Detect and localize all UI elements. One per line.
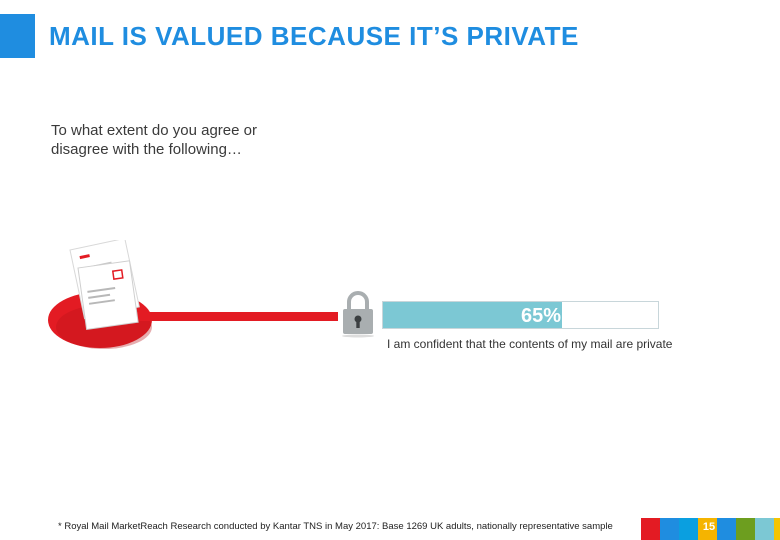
page-title: MAIL IS VALUED BECAUSE IT’S PRIVATE xyxy=(49,20,579,51)
source-footnote: * Royal Mail MarketReach Research conduc… xyxy=(58,521,613,532)
agreement-bar: 65% xyxy=(382,301,659,329)
footer-swatch xyxy=(736,518,755,540)
title-panel: MAIL IS VALUED BECAUSE IT’S PRIVATE xyxy=(35,14,684,58)
mail-illustration-icon xyxy=(48,240,338,349)
footer-swatch xyxy=(698,518,717,540)
page-number: 15 xyxy=(702,521,716,533)
footer-color-strip xyxy=(641,518,780,540)
footer-swatch xyxy=(660,518,679,540)
envelope-front xyxy=(77,260,139,330)
footer-swatch xyxy=(679,518,698,540)
agreement-statement: I am confident that the contents of my m… xyxy=(387,337,673,351)
connector-line xyxy=(135,312,338,321)
padlock-icon xyxy=(342,291,374,338)
footer-swatch xyxy=(755,518,774,540)
agreement-percentage: 65% xyxy=(520,305,561,327)
footer-swatch xyxy=(717,518,736,540)
footer-swatch xyxy=(641,518,660,540)
footer-swatch xyxy=(774,518,780,540)
survey-question: To what extent do you agree or disagree … xyxy=(51,122,257,158)
title-bar: MAIL IS VALUED BECAUSE IT’S PRIVATE xyxy=(0,14,684,58)
agreement-bar-fill xyxy=(383,302,562,328)
